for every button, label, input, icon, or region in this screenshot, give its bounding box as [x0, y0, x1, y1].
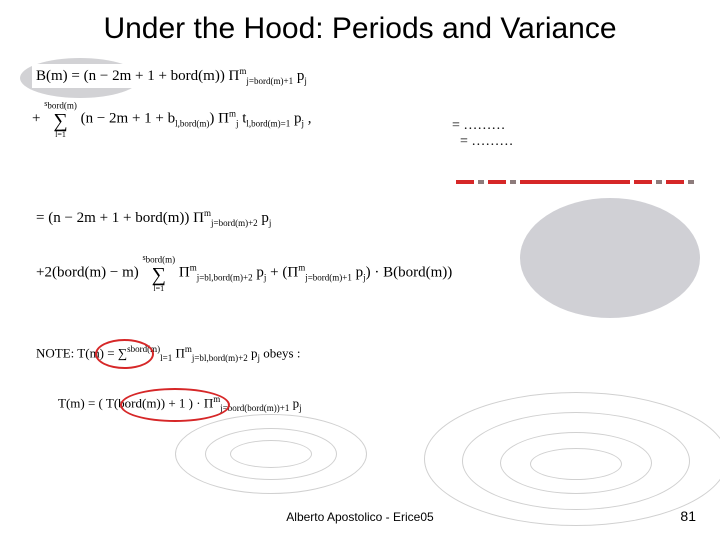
eq4-r2: p [352, 265, 363, 281]
eq4-plus: + (Π [266, 265, 298, 281]
red-bar-segment [488, 180, 506, 184]
red-circle-tm [95, 339, 154, 369]
eq4-pre: +2(bord(m) − m) [36, 265, 142, 281]
eq4-body3: p [253, 265, 264, 281]
red-bar-segment [634, 180, 652, 184]
equation-1: B(m) = (n − 2m + 1 + bord(m)) Πmj=bord(m… [32, 64, 311, 88]
equation-3: = (n − 2m + 1 + bord(m)) Πmj=bord(m)+2 p… [32, 206, 275, 230]
dotted-eq-2: = ……… [460, 134, 513, 150]
eq4-body-sub: j=b [197, 273, 209, 283]
eq2-body2-sup: m [229, 109, 236, 119]
footer-text: Alberto Apostolico - Erice05 [0, 510, 720, 524]
eq4-r3: ) · B(bord(m)) [366, 265, 453, 281]
eq4-body-sub3: +2 [243, 273, 253, 283]
eq3-main: = (n − 2m + 1 + bord(m)) Π [36, 210, 204, 226]
eq3-sub: j=bord(m)+2 [211, 218, 258, 228]
red-bar-segment [666, 180, 684, 184]
equation-2: + sbord(m) ∑ l=1 (n − 2m + 1 + bl,bord(m… [32, 100, 312, 139]
red-bar-segment [478, 180, 484, 184]
eq1-sup: m [239, 66, 246, 76]
note-body3: p [248, 345, 258, 360]
eq1-sub: j=bord(m)+1 [246, 76, 293, 86]
eq2-pre: + [32, 111, 44, 127]
eq4-body-sub2: l,bord(m) [209, 273, 243, 283]
equation-4: +2(bord(m) − m) sbord(m) ∑ l=1 Πmj=bl,bo… [32, 252, 456, 295]
eq4-r-sup: m [298, 263, 305, 273]
eq2-end: , [304, 111, 312, 127]
red-bar-segment [520, 180, 630, 184]
red-bar-segment [656, 180, 662, 184]
highlight-ellipse-big [520, 198, 700, 318]
note-body2-sub: j=b [192, 353, 204, 363]
eq4-body: Π [179, 265, 190, 281]
eq3-sup: m [204, 208, 211, 218]
eq1-main: B(m) = (n − 2m + 1 + bord(m)) Π [36, 68, 239, 84]
eq4-sigma: ∑ [142, 265, 175, 285]
eq1-tail: p [293, 68, 304, 84]
red-bar-segment [510, 180, 516, 184]
slide-title: Under the Hood: Periods and Variance [0, 12, 720, 46]
eq3-tail: p [258, 210, 269, 226]
eq3-tail-sub: j [269, 218, 272, 228]
ripple [424, 392, 720, 526]
note-line: NOTE: T(m) = ∑sbord(m)l=1 Πmj=bl,bord(m)… [32, 342, 304, 365]
note-obeys: obeys : [260, 345, 300, 360]
ripple [175, 414, 367, 494]
eq2-body-sub: l,bord(m) [175, 119, 209, 129]
eq4-body-sup: m [190, 263, 197, 273]
eq5-sub: j=bord(bord(m))+1 [220, 403, 289, 413]
dotted-eq-1: = ……… [452, 118, 505, 134]
red-bar-segment [456, 180, 474, 184]
eq4-sumbot: l=1 [142, 285, 175, 293]
eq2-sigma: ∑ [44, 111, 77, 131]
eq1-tail-sub: j [304, 76, 307, 86]
red-bar-segment [688, 180, 694, 184]
red-circle-tbordm [120, 388, 230, 422]
eq2-body2: ) Π [209, 111, 229, 127]
note-body2-sup: m [185, 344, 192, 354]
eq2-body: (n − 2m + 1 + b [81, 111, 176, 127]
note-label: NOTE: [36, 345, 77, 360]
eq2-body3-sub: l,bord(m)=1 [246, 119, 290, 129]
eq2-sumbot: l=1 [44, 131, 77, 139]
eq5-tail-sub: j [299, 403, 302, 413]
page-number: 81 [680, 508, 696, 524]
note-body2-sub3: +2 [238, 353, 248, 363]
eq2-body4: p [290, 111, 301, 127]
eq5-tail: p [289, 395, 299, 410]
eq4-r-sub: j=bord(m)+1 [305, 273, 352, 283]
slide: Under the Hood: Periods and Variance B(m… [0, 0, 720, 540]
note-sumbot: l=1 [160, 353, 172, 363]
note-body2-sub2: l,bord(m) [204, 353, 238, 363]
note-body2: Π [172, 345, 185, 360]
